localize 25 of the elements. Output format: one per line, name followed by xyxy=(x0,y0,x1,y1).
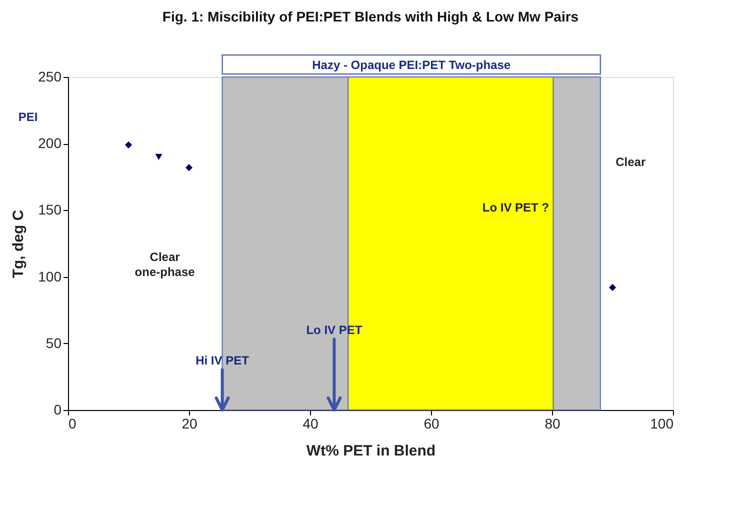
annotation: Lo IV PET ? xyxy=(482,200,550,215)
y-tick-label: 50 xyxy=(46,334,62,351)
x-tick-label: 60 xyxy=(424,416,440,432)
y-tick-label: 200 xyxy=(38,135,62,152)
y-tick-label: 150 xyxy=(38,202,62,218)
x-tick-label: 40 xyxy=(302,416,318,432)
annotation: Clear xyxy=(616,155,646,170)
point xyxy=(124,141,132,148)
annotation: Hi IV PET xyxy=(196,354,250,368)
x-tick-label: 80 xyxy=(544,416,560,432)
point xyxy=(608,284,616,291)
chart-title: Fig. 1: Miscibility of PEI:PET Blends with High & Low Mw Pairs xyxy=(162,8,579,24)
y-axis-title: Tg, deg C xyxy=(10,210,28,278)
point xyxy=(155,154,162,160)
y-tick-label: 0 xyxy=(54,402,62,418)
y-tick-label: 250 xyxy=(38,68,62,84)
x-tick-label: 20 xyxy=(182,416,198,432)
text: PEI xyxy=(18,110,38,124)
point xyxy=(185,164,193,172)
x-axis-title: Wt% PET in Blend xyxy=(306,442,436,460)
y-tick-label: 100 xyxy=(38,268,62,284)
annotation: Clear one-phase xyxy=(134,250,196,279)
band-label: Hazy - Opaque PEI:PET Two-phase xyxy=(312,58,511,72)
x-tick-label: 100 xyxy=(650,416,674,432)
x-tick-label: 0 xyxy=(68,416,76,432)
